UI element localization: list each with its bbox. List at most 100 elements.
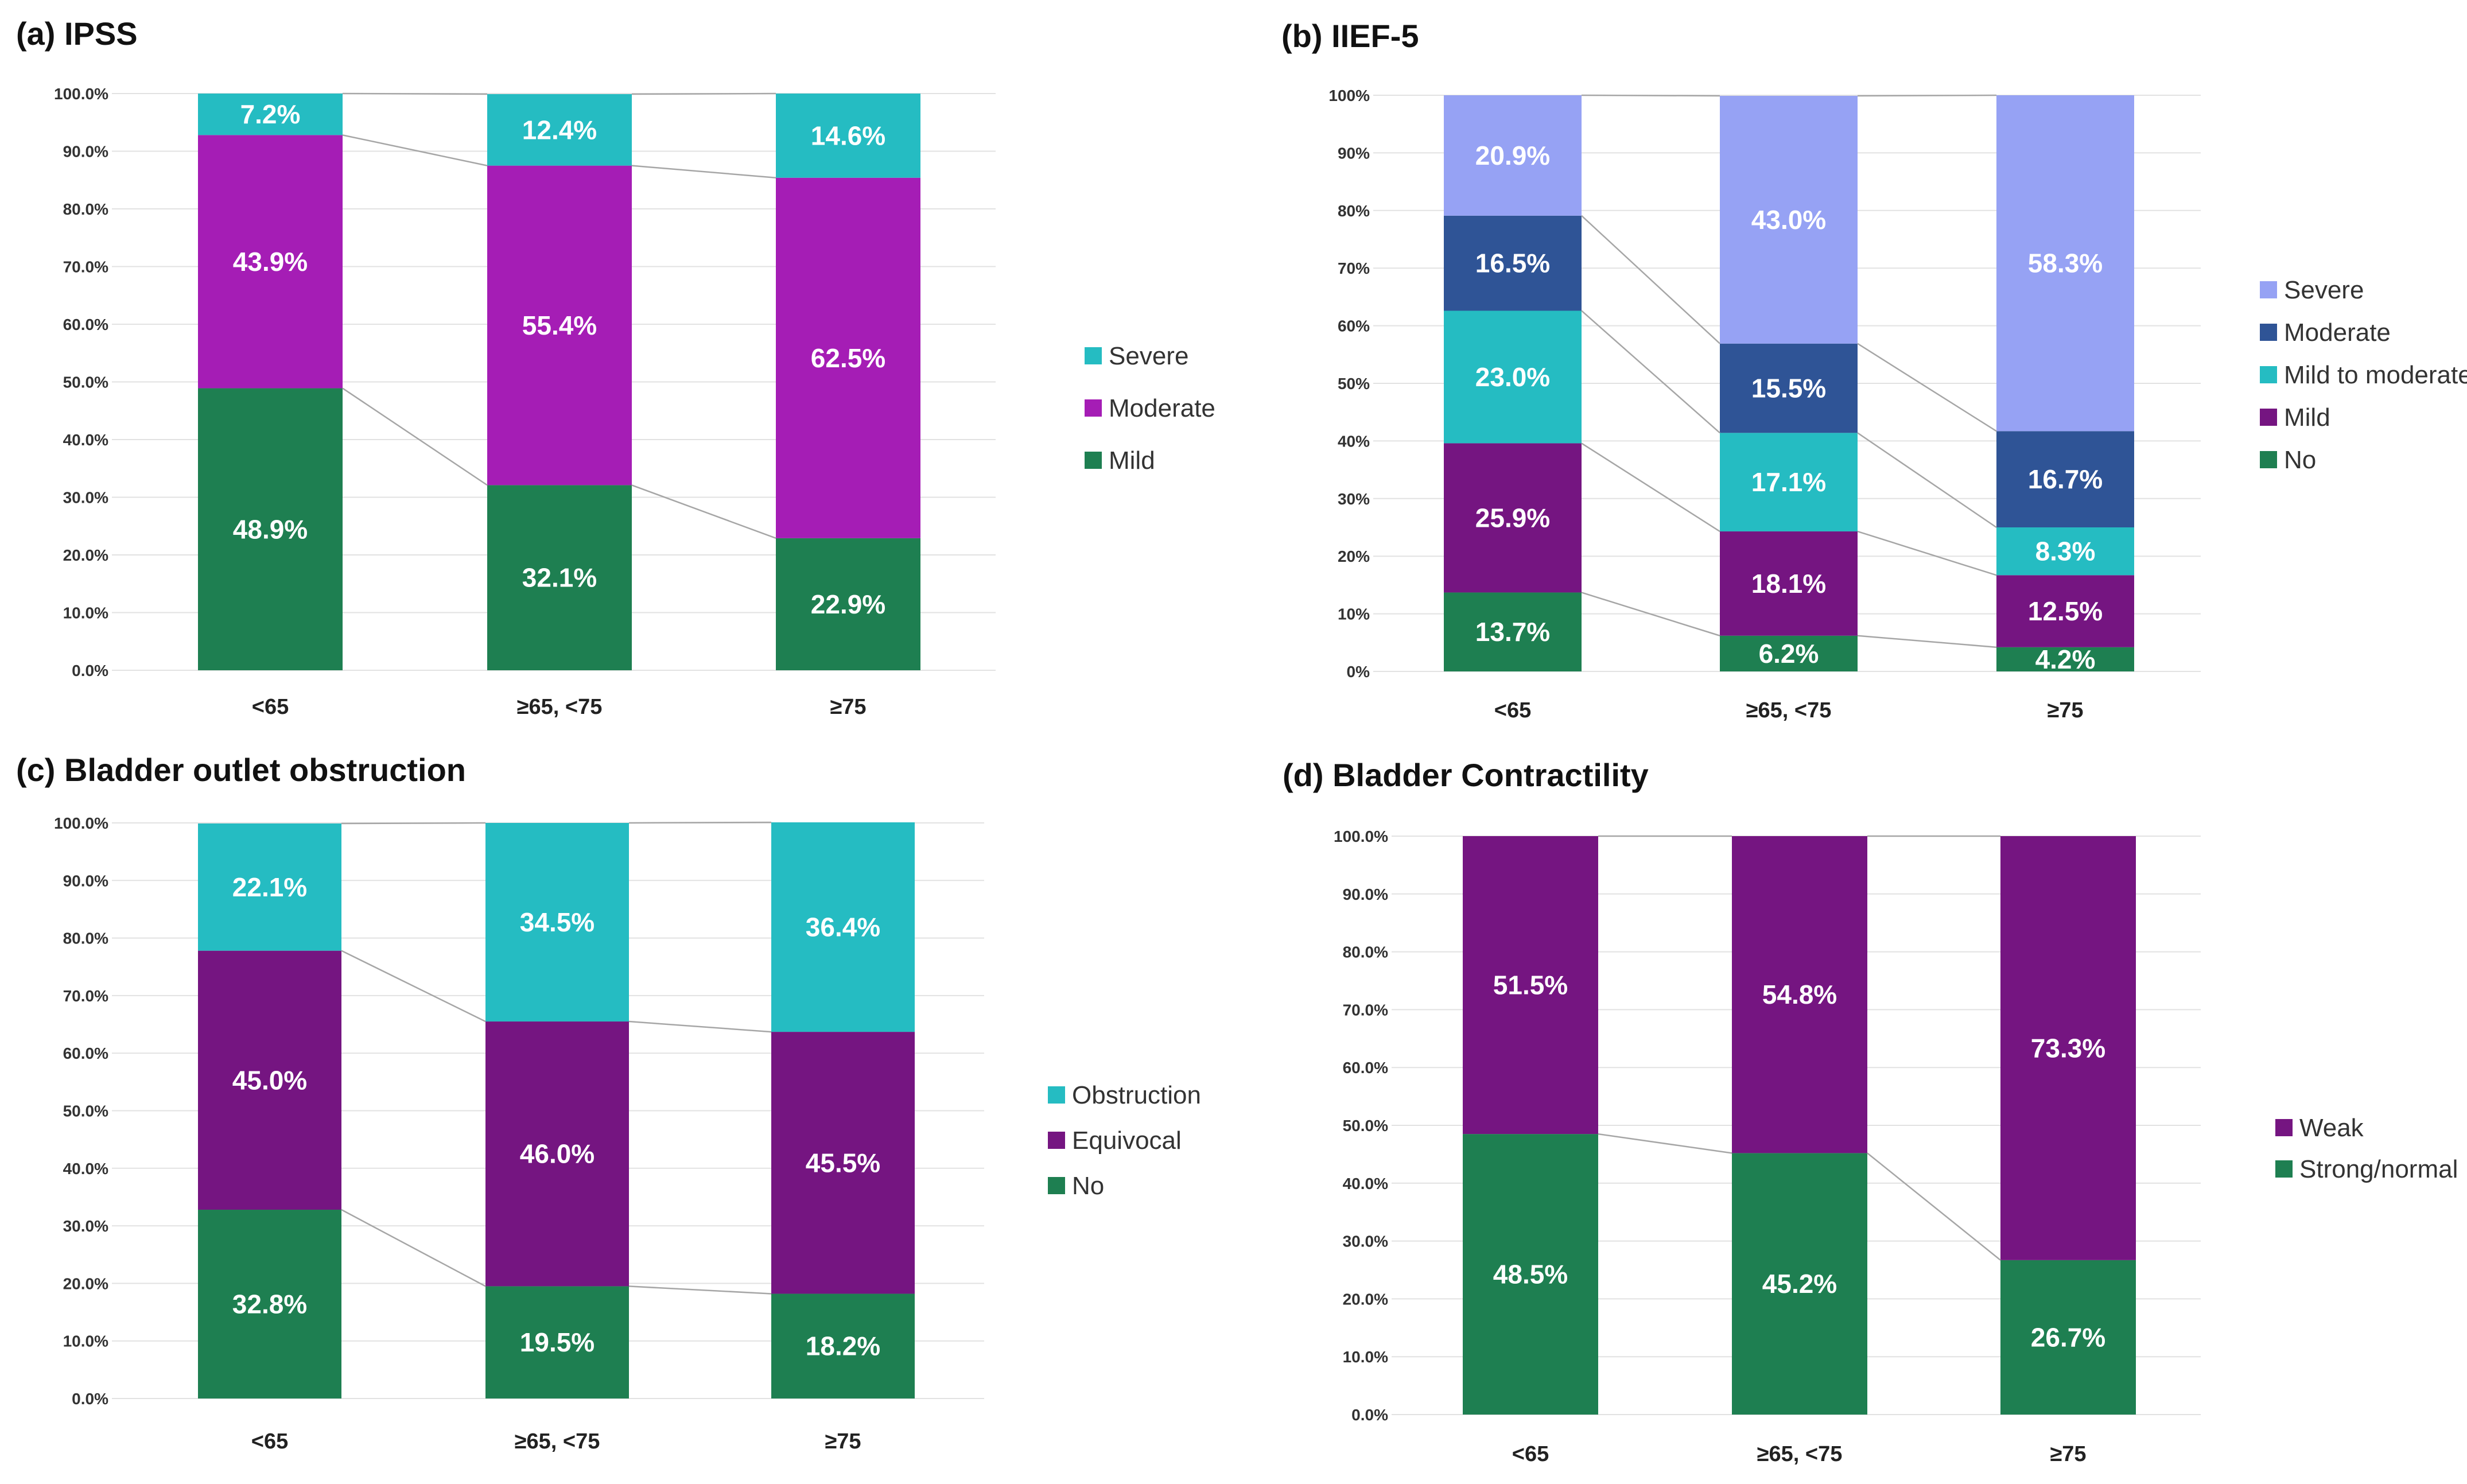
legend-label: Equivocal (1072, 1126, 1182, 1155)
bar-segment (1996, 95, 2134, 432)
y-tick-label: 20% (1338, 547, 1370, 565)
y-tick-label: 70.0% (63, 987, 108, 1005)
y-tick-label: 50% (1338, 375, 1370, 393)
data-label: 18.1% (1751, 569, 1826, 599)
legend-label: Mild (1109, 446, 1155, 475)
legend-swatch (1048, 1177, 1065, 1194)
series-connector-line (1857, 343, 1997, 432)
series-connector-line (341, 1209, 486, 1287)
y-tick-label: 80.0% (63, 930, 108, 947)
bar-segment (1463, 1134, 1598, 1415)
legend-label: Weak (2299, 1114, 2364, 1142)
data-label: 19.5% (520, 1327, 595, 1357)
y-tick-label: 30.0% (63, 1217, 108, 1235)
bar-segment (1996, 527, 2134, 576)
series-connector-line (631, 484, 776, 539)
x-tick-label: ≥75 (2047, 698, 2083, 722)
bar-segment (1720, 433, 1858, 532)
chart-panel-1: (a) IPSS 0.0% 10.0% 20.0% 30.0% 40.0% 50.0% 60.… (16, 15, 1215, 719)
data-label: 18.2% (806, 1331, 880, 1361)
legend-swatch (1085, 452, 1102, 469)
legend-swatch (2260, 366, 2277, 383)
series-connector-line (1581, 442, 1720, 533)
x-tick-label: ≥75 (825, 1429, 861, 1454)
legend-label: Obstruction (1072, 1081, 1201, 1109)
y-tick-label: 80% (1338, 202, 1370, 220)
series-connector-line (1581, 592, 1720, 636)
y-tick-label: 50.0% (63, 1102, 108, 1120)
series-connector-line (1581, 310, 1720, 434)
data-label: 45.0% (232, 1065, 307, 1095)
legend-swatch (2260, 409, 2277, 426)
series-connector-line (1857, 94, 1997, 97)
x-tick-label: <65 (251, 1429, 288, 1454)
y-tick-label: 0% (1347, 663, 1370, 681)
y-tick-label: 0.0% (1351, 1406, 1388, 1424)
y-tick-label: 80.0% (63, 200, 108, 218)
chart-title: (d) Bladder Contractility (1283, 757, 1649, 793)
bar-segment (198, 950, 341, 1210)
bar-segment (776, 538, 920, 670)
legend-swatch (1085, 347, 1102, 364)
bar-segment (1444, 215, 1582, 311)
legend-label: Moderate (1109, 394, 1215, 422)
bar-segment (1996, 647, 2134, 671)
x-tick-label: <65 (1494, 698, 1531, 722)
y-tick-label: 30.0% (63, 489, 108, 507)
y-tick-label: 80.0% (1343, 943, 1388, 961)
legend-label: Moderate (2284, 318, 2391, 347)
legend-label: Mild (2284, 403, 2330, 432)
chart-panel-2: (b) IIEF-5 0% 10% 20% 30% 40% 50% 60% 70% 80% 90% 1… (1281, 18, 2467, 722)
y-tick-label: 40.0% (63, 431, 108, 449)
y-tick-label: 90.0% (63, 872, 108, 889)
bar-segment (776, 177, 920, 538)
data-label: 32.1% (522, 563, 597, 593)
series-connector-line (628, 1285, 772, 1295)
y-tick-label: 30.0% (1343, 1233, 1388, 1250)
chart-title: (b) IIEF-5 (1281, 18, 1419, 54)
bar-segment (1444, 310, 1582, 444)
series-connector-line (342, 387, 488, 486)
series-connector-line (1581, 94, 1720, 97)
bar-segment (1463, 836, 1598, 1135)
bar-segment (1720, 343, 1858, 433)
data-label: 15.5% (1751, 374, 1826, 403)
bar-segment (2000, 1260, 2136, 1415)
legend-label: Severe (1109, 342, 1188, 370)
x-tick-label: ≥65, <75 (1757, 1442, 1843, 1466)
data-label: 26.7% (2031, 1322, 2105, 1352)
y-tick-label: 90.0% (1343, 885, 1388, 903)
data-label: 7.2% (240, 99, 301, 129)
data-label: 23.0% (1475, 362, 1550, 392)
data-label: 8.3% (2035, 537, 2096, 566)
data-label: 46.0% (520, 1139, 595, 1169)
y-tick-label: 90.0% (63, 143, 108, 161)
data-label: 43.9% (233, 247, 308, 277)
bar-segment (487, 165, 632, 485)
chart-panel-3: (c) Bladder outlet obstruction 0.0% 10.0% 2… (16, 752, 1201, 1454)
x-tick-label: ≥65, <75 (517, 695, 603, 719)
bar-segment (1444, 592, 1582, 671)
bar-segment (1444, 443, 1582, 593)
data-label: 36.4% (806, 912, 880, 942)
bar-segment (487, 94, 632, 166)
y-tick-label: 100.0% (1334, 828, 1388, 845)
data-label: 34.5% (520, 907, 595, 937)
chart-panel-4: (d) Bladder Contractility 0.0% 10.0% 20.0% 3… (1283, 757, 2458, 1466)
data-label: 17.1% (1751, 467, 1826, 497)
x-tick-label: ≥65, <75 (515, 1429, 600, 1454)
legend-label: No (1072, 1172, 1104, 1200)
x-tick-label: <65 (252, 695, 289, 719)
y-tick-label: 100.0% (54, 814, 108, 832)
y-tick-label: 10% (1338, 605, 1370, 623)
y-tick-label: 40.0% (1343, 1175, 1388, 1192)
bar-segment (771, 822, 915, 1032)
bar-segment (198, 135, 343, 389)
data-label: 12.4% (522, 115, 597, 145)
data-label: 25.9% (1475, 503, 1550, 533)
bar-segment (1732, 1153, 1867, 1415)
bar-segment (2000, 836, 2136, 1260)
series-connector-line (1867, 1152, 2001, 1261)
